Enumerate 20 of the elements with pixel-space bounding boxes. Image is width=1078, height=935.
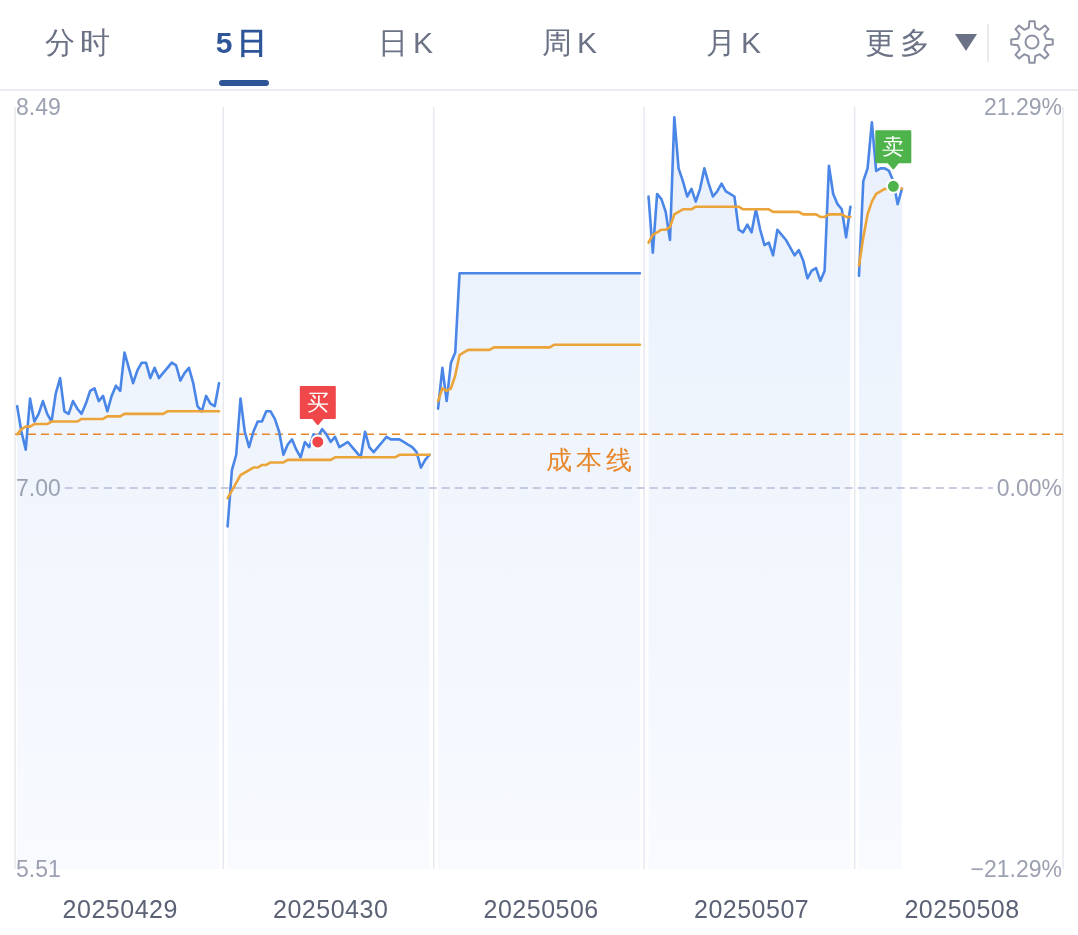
y2-tick-label: 21.29%	[983, 94, 1062, 120]
x-tick-label: 20250430	[273, 895, 389, 923]
text: 5日	[215, 25, 273, 59]
x-tick-label: 20250507	[693, 895, 810, 923]
y-tick-label: 7.00	[16, 475, 61, 501]
x-tick-label: 20250429	[62, 895, 178, 923]
text: 日K	[377, 25, 439, 59]
y2-tick-label: 0.00%	[996, 475, 1062, 501]
x-tick-label: 20250508	[904, 895, 1020, 923]
y-tick-label: 8.49	[16, 94, 61, 120]
series-label: 买	[306, 389, 329, 415]
y-tick-label: 5.51	[16, 856, 61, 882]
text: 分时	[45, 25, 115, 59]
ref-line-label: 成本线	[546, 445, 637, 476]
text: 周K	[541, 25, 603, 59]
y2-tick-label: −21.29%	[970, 856, 1062, 882]
series-label: 卖	[882, 134, 905, 160]
text: 更多	[865, 25, 935, 59]
text: 月K	[705, 25, 767, 59]
x-tick-label: 20250506	[483, 895, 599, 923]
